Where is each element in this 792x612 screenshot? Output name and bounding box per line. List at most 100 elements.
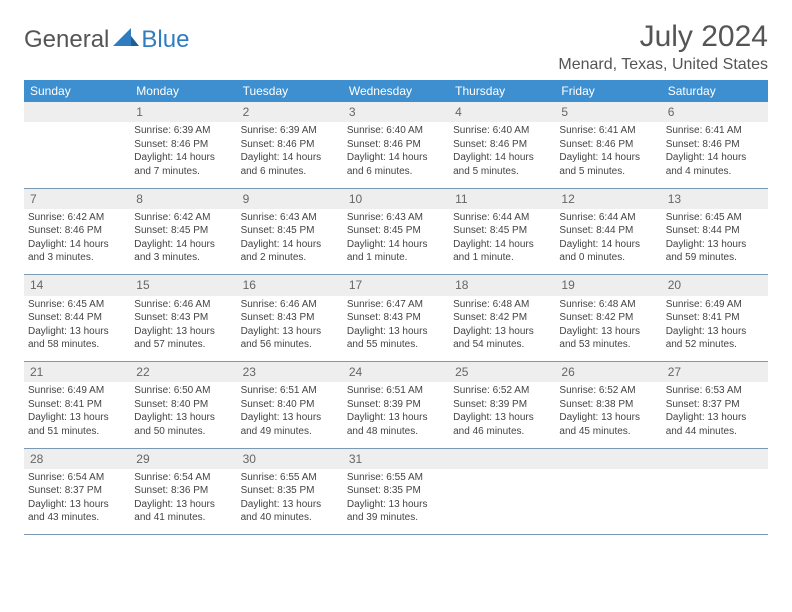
day-cell: Sunrise: 6:47 AMSunset: 8:43 PMDaylight:… <box>343 296 449 362</box>
day-detail-line: and 39 minutes. <box>347 511 445 525</box>
day-cell: Sunrise: 6:41 AMSunset: 8:46 PMDaylight:… <box>555 122 661 188</box>
day-detail-line: Sunrise: 6:44 AM <box>559 211 657 225</box>
day-detail-line: Sunset: 8:43 PM <box>134 311 232 325</box>
day-detail-line: Sunrise: 6:54 AM <box>28 471 126 485</box>
day-number-row: 123456 <box>24 102 768 122</box>
day-detail-line: Sunset: 8:41 PM <box>28 398 126 412</box>
logo-text-general: General <box>24 26 109 54</box>
day-number: 17 <box>343 275 449 296</box>
day-detail-line: and 3 minutes. <box>28 251 126 265</box>
day-number: 23 <box>237 362 343 383</box>
day-number: 10 <box>343 188 449 209</box>
day-number: 21 <box>24 362 130 383</box>
day-detail-line: Sunset: 8:36 PM <box>134 484 232 498</box>
day-detail-line: and 58 minutes. <box>28 338 126 352</box>
day-detail-line: and 5 minutes. <box>559 165 657 179</box>
day-detail-row: Sunrise: 6:54 AMSunset: 8:37 PMDaylight:… <box>24 469 768 535</box>
day-cell: Sunrise: 6:43 AMSunset: 8:45 PMDaylight:… <box>343 209 449 275</box>
day-detail-line: and 50 minutes. <box>134 425 232 439</box>
page-title: July 2024 <box>558 20 768 54</box>
day-detail-line: and 54 minutes. <box>453 338 551 352</box>
day-detail-line: Daylight: 14 hours <box>453 151 551 165</box>
day-number <box>449 448 555 469</box>
day-detail-line: Daylight: 13 hours <box>241 498 339 512</box>
day-detail-line: and 43 minutes. <box>28 511 126 525</box>
day-number: 3 <box>343 102 449 122</box>
day-detail-line: Daylight: 13 hours <box>241 411 339 425</box>
day-detail-line: Daylight: 13 hours <box>453 325 551 339</box>
logo: General Blue <box>24 26 189 54</box>
day-detail-line: Sunset: 8:43 PM <box>241 311 339 325</box>
day-detail-line: Daylight: 13 hours <box>559 411 657 425</box>
day-cell: Sunrise: 6:45 AMSunset: 8:44 PMDaylight:… <box>662 209 768 275</box>
day-detail-line: and 0 minutes. <box>559 251 657 265</box>
weekday-header: Sunday <box>24 80 130 102</box>
day-detail-line: Sunset: 8:45 PM <box>347 224 445 238</box>
day-number: 30 <box>237 448 343 469</box>
day-detail-line: and 3 minutes. <box>134 251 232 265</box>
day-detail-row: Sunrise: 6:45 AMSunset: 8:44 PMDaylight:… <box>24 296 768 362</box>
weekday-header: Monday <box>130 80 236 102</box>
logo-text-blue: Blue <box>141 26 189 54</box>
day-detail-line: Daylight: 14 hours <box>241 238 339 252</box>
day-detail-line: Daylight: 14 hours <box>347 238 445 252</box>
day-detail-line: Daylight: 13 hours <box>241 325 339 339</box>
day-detail-line: and 52 minutes. <box>666 338 764 352</box>
day-detail-line: Sunset: 8:45 PM <box>453 224 551 238</box>
day-detail-line: Sunrise: 6:42 AM <box>134 211 232 225</box>
day-detail-line: Sunset: 8:42 PM <box>453 311 551 325</box>
day-detail-line: and 40 minutes. <box>241 511 339 525</box>
weekday-header-row: SundayMondayTuesdayWednesdayThursdayFrid… <box>24 80 768 102</box>
day-number <box>24 102 130 122</box>
day-detail-line: Sunset: 8:42 PM <box>559 311 657 325</box>
day-detail-line: Sunrise: 6:51 AM <box>347 384 445 398</box>
day-detail-line: and 53 minutes. <box>559 338 657 352</box>
day-number: 16 <box>237 275 343 296</box>
day-number: 18 <box>449 275 555 296</box>
day-cell: Sunrise: 6:50 AMSunset: 8:40 PMDaylight:… <box>130 382 236 448</box>
day-detail-line: Daylight: 14 hours <box>28 238 126 252</box>
day-cell: Sunrise: 6:55 AMSunset: 8:35 PMDaylight:… <box>343 469 449 535</box>
day-detail-line: Daylight: 13 hours <box>666 411 764 425</box>
day-detail-line: Sunrise: 6:51 AM <box>241 384 339 398</box>
day-detail-line: Sunrise: 6:49 AM <box>28 384 126 398</box>
day-detail-row: Sunrise: 6:49 AMSunset: 8:41 PM Daylight:… <box>24 382 768 448</box>
day-number <box>662 448 768 469</box>
weekday-header: Thursday <box>449 80 555 102</box>
day-cell: Sunrise: 6:46 AMSunset: 8:43 PMDaylight:… <box>130 296 236 362</box>
day-detail-line: Sunset: 8:45 PM <box>241 224 339 238</box>
day-number-row: 21222324252627 <box>24 362 768 383</box>
day-detail-line: Daylight: 13 hours <box>347 411 445 425</box>
day-detail-line: Sunrise: 6:48 AM <box>559 298 657 312</box>
day-cell: Sunrise: 6:54 AMSunset: 8:36 PMDaylight:… <box>130 469 236 535</box>
day-cell: Sunrise: 6:45 AMSunset: 8:44 PMDaylight:… <box>24 296 130 362</box>
title-block: July 2024 Menard, Texas, United States <box>558 20 768 74</box>
day-cell: Sunrise: 6:51 AMSunset: 8:39 PMDaylight:… <box>343 382 449 448</box>
day-detail-line: Daylight: 14 hours <box>666 151 764 165</box>
day-detail-line: Sunset: 8:39 PM <box>347 398 445 412</box>
day-cell <box>555 469 661 535</box>
day-detail-line: Sunset: 8:46 PM <box>453 138 551 152</box>
day-number: 24 <box>343 362 449 383</box>
day-cell: Sunrise: 6:55 AMSunset: 8:35 PMDaylight:… <box>237 469 343 535</box>
day-cell: Sunrise: 6:44 AMSunset: 8:44 PMDaylight:… <box>555 209 661 275</box>
day-detail-row: Sunrise: 6:42 AMSunset: 8:46 PMDaylight:… <box>24 209 768 275</box>
day-detail-line: Sunrise: 6:55 AM <box>241 471 339 485</box>
day-detail-line: Sunrise: 6:40 AM <box>453 124 551 138</box>
day-detail-line: Sunset: 8:40 PM <box>134 398 232 412</box>
day-detail-line: Sunrise: 6:54 AM <box>134 471 232 485</box>
day-cell: Sunrise: 6:49 AMSunset: 8:41 PMDaylight:… <box>662 296 768 362</box>
day-detail-line: Daylight: 14 hours <box>453 238 551 252</box>
day-detail-line: Sunset: 8:46 PM <box>28 224 126 238</box>
day-detail-line: Daylight: 13 hours <box>134 325 232 339</box>
day-detail-line: Daylight: 13 hours <box>347 498 445 512</box>
day-detail-line: Daylight: 13 hours <box>347 325 445 339</box>
day-detail-line: Sunrise: 6:39 AM <box>134 124 232 138</box>
day-detail-line: and 6 minutes. <box>347 165 445 179</box>
day-detail-line: Sunset: 8:45 PM <box>134 224 232 238</box>
day-detail-line: Daylight: 13 hours <box>134 411 232 425</box>
day-detail-line: Sunrise: 6:45 AM <box>666 211 764 225</box>
day-detail-line: Daylight: 13 hours <box>666 238 764 252</box>
day-detail-line: Sunrise: 6:50 AM <box>134 384 232 398</box>
day-cell: Sunrise: 6:54 AMSunset: 8:37 PMDaylight:… <box>24 469 130 535</box>
